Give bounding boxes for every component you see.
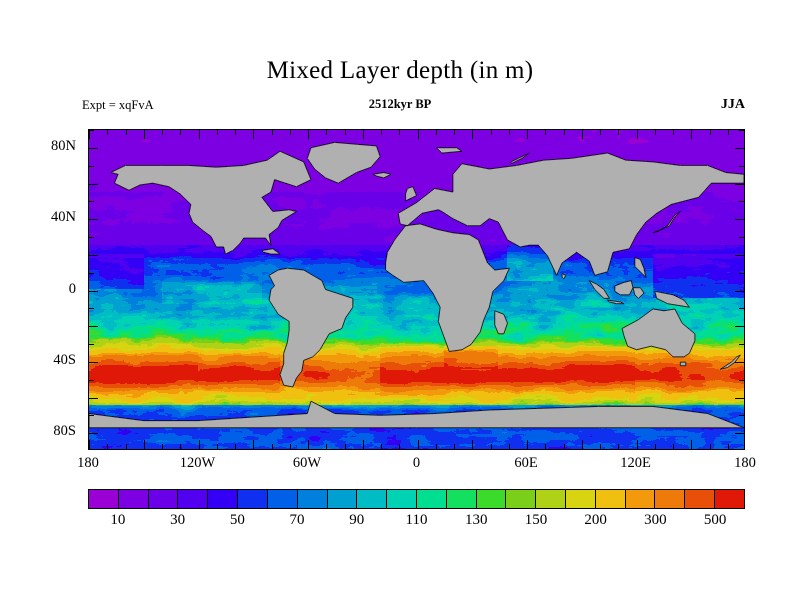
x-axis-tick-label: 120W [179,455,216,471]
map-plot-area [88,129,745,450]
y-axis-tick-label: 80S [53,423,76,440]
colorbar-segment [685,490,716,508]
y-axis-tick-label: 40S [53,351,76,368]
colorbar-segment [357,490,388,508]
y-axis-tick-label: 40N [51,209,76,226]
colorbar-segment [655,490,686,508]
colorbar-segment [89,490,119,508]
colorbar-segment [595,490,626,508]
colorbar-segment [327,490,358,508]
colorbar-segment [506,490,537,508]
colorbar-tick-label: 150 [524,512,548,528]
season-label: JJA [720,97,745,112]
colorbar-segment [118,490,149,508]
x-axis-tick-label: 60E [514,455,538,471]
colorbar-segment [566,490,596,508]
colorbar-segment [625,490,656,508]
page-title: Mixed Layer depth (in m) [266,57,534,84]
colorbar-tick-label: 500 [703,512,727,528]
colorbar-segment [238,490,268,508]
colorbar-tick-label: 10 [110,512,126,528]
colorbar-segment [416,490,447,508]
x-axis-tick-label: 180 [77,455,99,471]
colorbar-tick-label: 30 [170,512,186,528]
x-axis-tick-label: 180 [734,455,756,471]
colorbar-segment [446,490,477,508]
x-axis-tick-label: 60W [292,455,322,471]
colorbar-tick-label: 200 [584,512,607,528]
mixed-layer-depth-field [89,130,744,449]
colorbar-segment [715,490,744,508]
colorbar-tick-label: 300 [644,512,667,528]
colorbar-tick-label: 110 [405,512,428,528]
y-axis-tick-label: 80N [51,137,76,154]
colorbar-tick-label: 70 [289,512,305,528]
colorbar-segment [208,490,239,508]
experiment-label: Expt = xqFvA [82,98,154,112]
field-canvas [89,130,744,449]
colorbar-tick-label: 90 [349,512,365,528]
colorbar-segment [267,490,298,508]
colorbar-segment [536,490,566,508]
colorbar-tick-label: 130 [464,512,488,528]
x-axis-tick-label: 0 [412,455,421,471]
colorbar-segment [387,490,417,508]
colorbar-segment [178,490,209,508]
colorbar-segment [297,490,328,508]
colorbar-segment [476,490,507,508]
y-axis-tick-label: 0 [68,280,76,297]
colorbar [88,489,745,509]
colorbar-segment [148,490,179,508]
colorbar-tick-label: 50 [229,512,245,528]
x-axis-tick-label: 120E [620,455,651,471]
subtitle: 2512kyr BP [368,97,432,111]
